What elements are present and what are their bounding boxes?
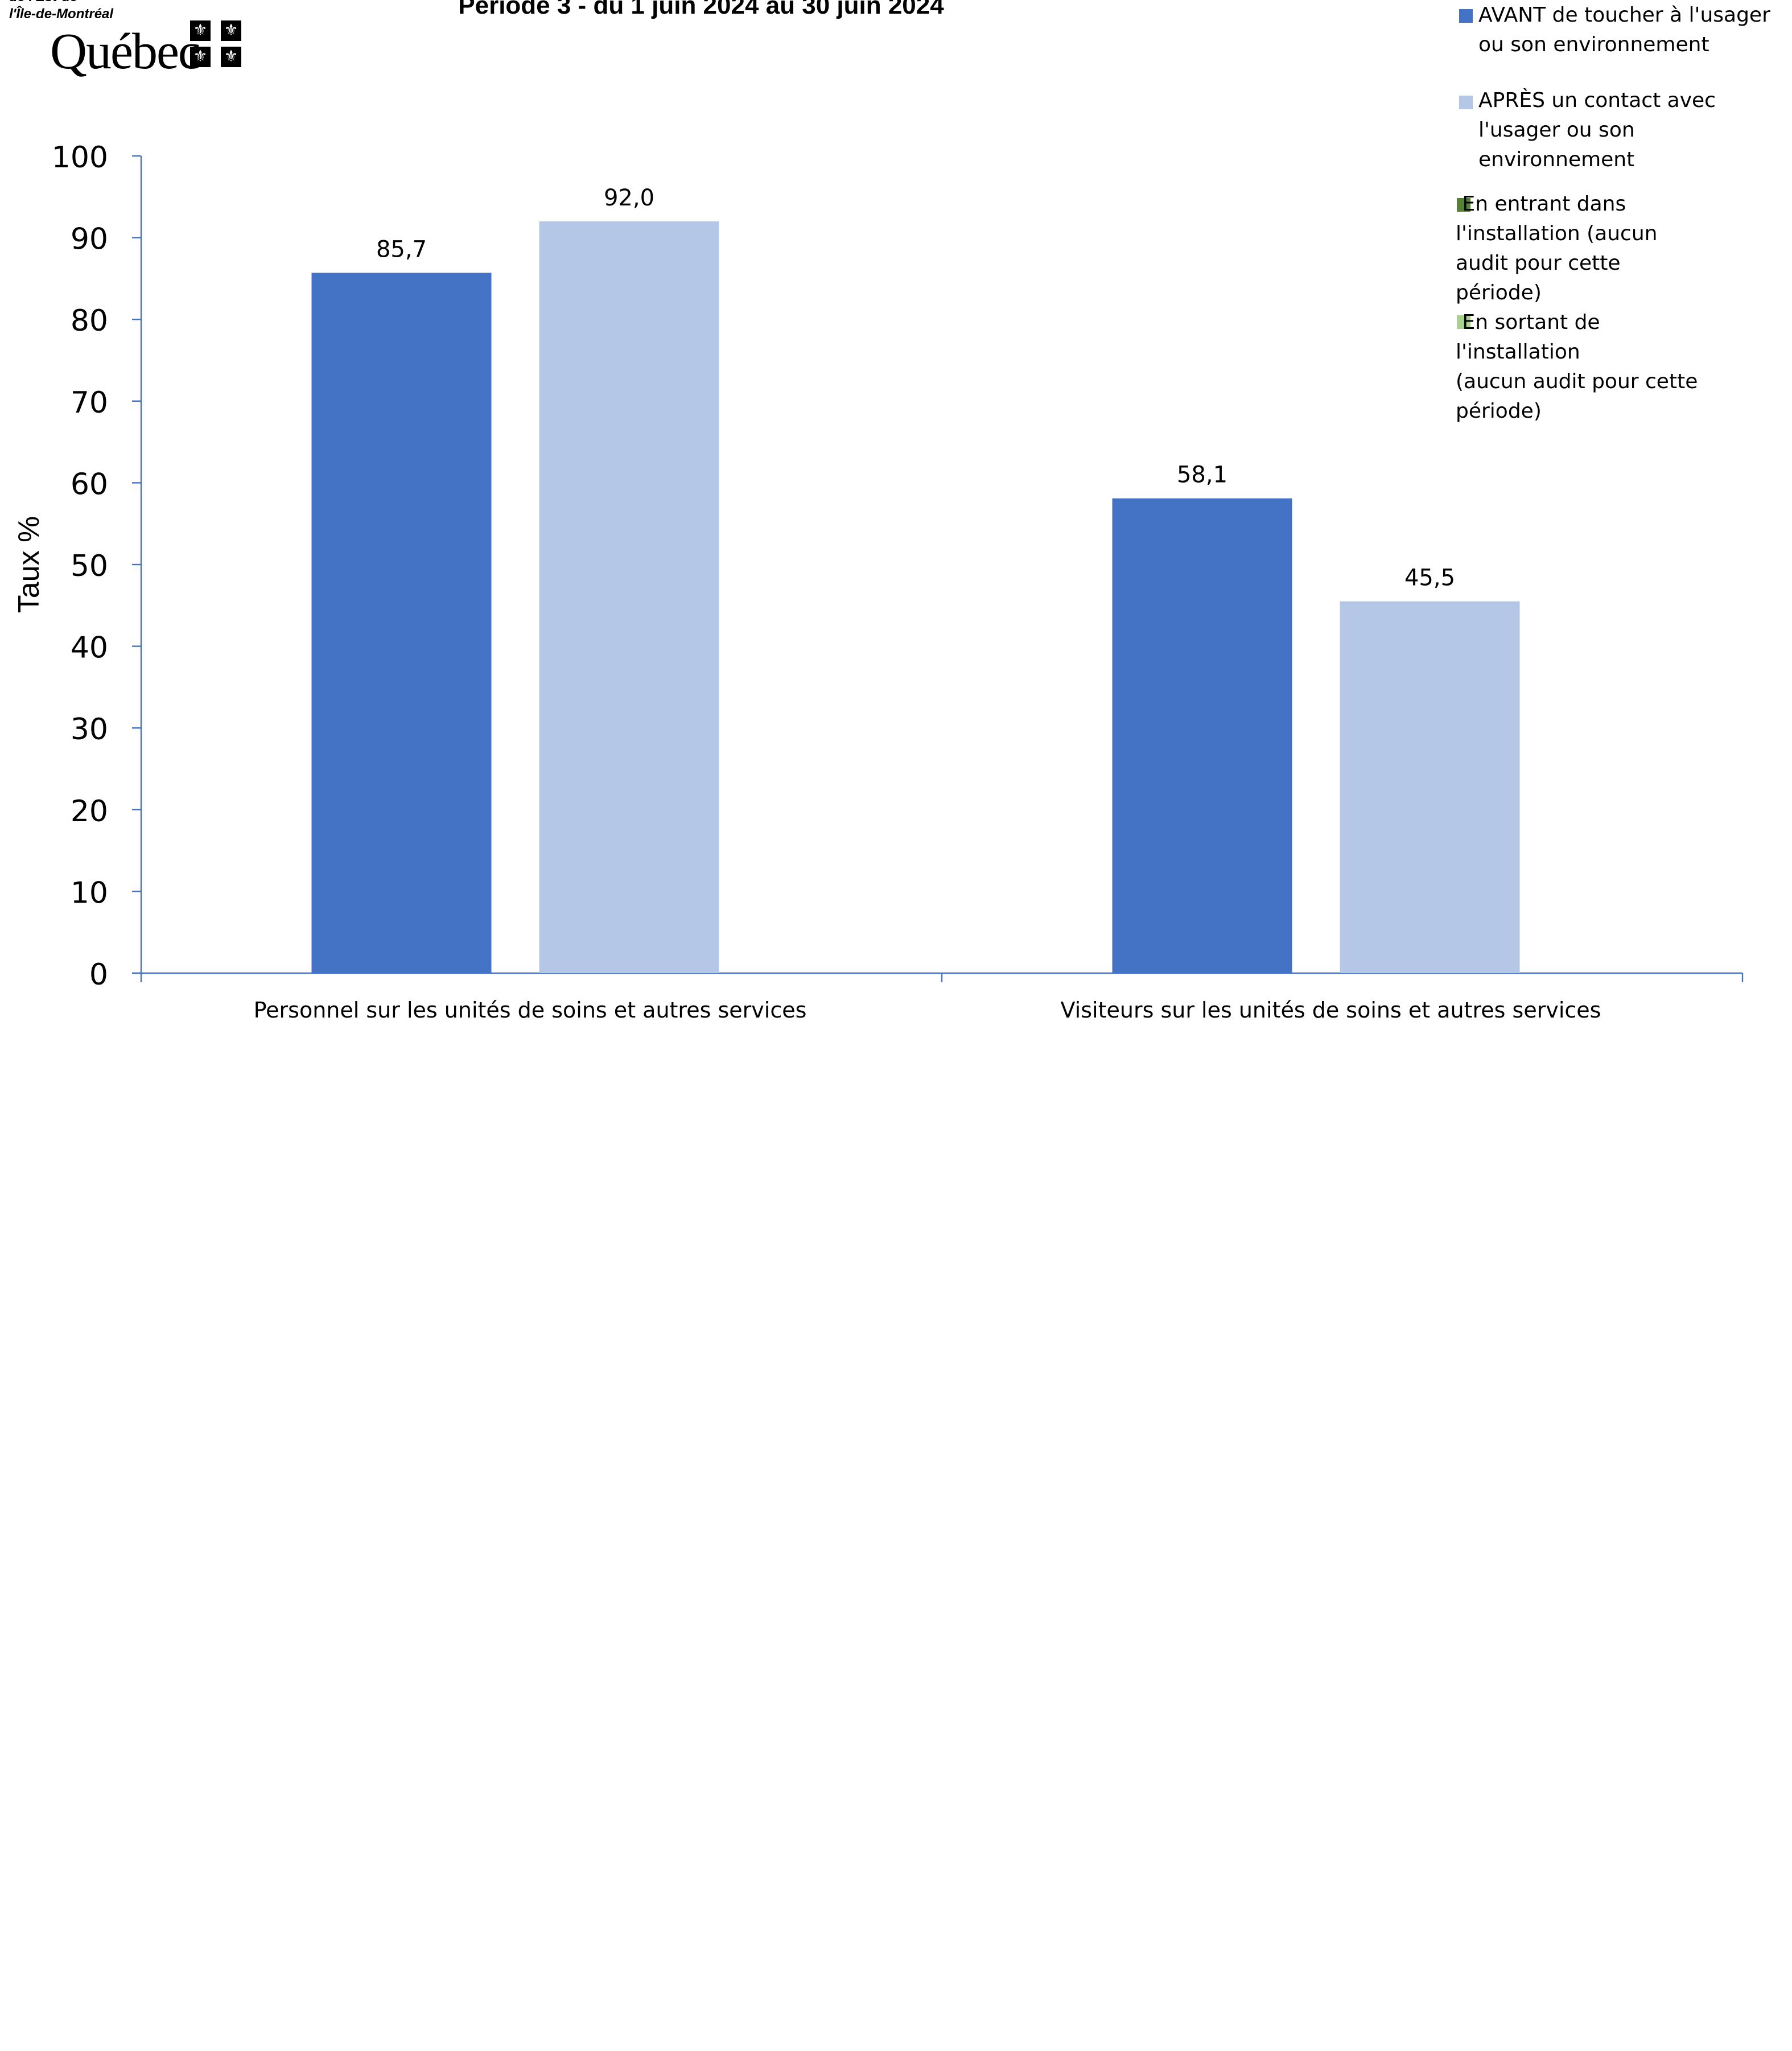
legend-swatch	[1457, 315, 1470, 329]
logo-wordmark: Québec	[50, 23, 201, 80]
data-label: 58,1	[1177, 462, 1227, 488]
y-tick-label: 70	[71, 386, 108, 420]
bar-apres	[539, 221, 719, 973]
legend-entry-line: l'installation	[1456, 340, 1580, 364]
y-tick-label: 60	[71, 467, 108, 501]
y-tick-label: 90	[71, 223, 108, 257]
legend-entry-line: période)	[1456, 400, 1542, 423]
legend-entry-line: APRÈS un contact avec	[1478, 89, 1716, 113]
y-tick-label: 20	[71, 794, 108, 829]
legend-entry-line: AVANT de toucher à l'usager	[1478, 3, 1770, 27]
logo-line-2: l'Île-de-Montréal	[9, 6, 114, 22]
bar-chart: 0 10 20 30 40 50 60 70 80 90 100 Taux % Personnel su…	[13, 141, 1744, 1023]
legend-swatch	[1457, 198, 1470, 212]
legend-entry-line: ou son environnement	[1478, 33, 1709, 57]
y-tick-label: 30	[71, 713, 108, 747]
fleur-de-lis-icon: ⚜	[190, 47, 211, 67]
legend-entry-line: En entrant dans	[1456, 192, 1626, 216]
legend-entry: APRÈS un contact avec l'usager ou son envi…	[1478, 87, 1716, 175]
fleur-de-lis-icon: ⚜	[190, 20, 211, 41]
legend-entry-line: environnement	[1478, 148, 1635, 172]
data-label: 45,5	[1404, 565, 1455, 591]
data-label: 92,0	[604, 185, 654, 211]
bar-avant	[311, 273, 492, 973]
legend-entry-line: l'usager ou son	[1478, 118, 1635, 142]
data-label: 85,7	[376, 236, 427, 262]
y-axis-title: Taux %	[13, 516, 46, 613]
legend-entry-line: audit pour cette	[1456, 252, 1621, 275]
legend-swatch	[1459, 9, 1473, 23]
legend-entry: En entrant dans l'installation (aucun audi…	[1456, 190, 1657, 308]
y-tick-label: 0	[89, 958, 108, 992]
legend-entry-line: (aucun audit pour cette	[1456, 370, 1698, 394]
y-tick-label: 50	[71, 549, 108, 583]
logo-line-1: de l'Est-de-	[9, 0, 82, 5]
y-tick-label: 40	[71, 631, 108, 665]
chart-title: Période 3 - du 1 juin 2024 au 30 juin 20…	[458, 0, 944, 19]
fleur-de-lis-icon: ⚜	[221, 20, 241, 41]
x-category-label: Visiteurs sur les unités de soins et aut…	[1061, 998, 1601, 1023]
legend-entry-line: l'installation (aucun	[1456, 222, 1658, 246]
y-tick-label: 100	[52, 141, 108, 175]
legend-entry: En sortant de l'installation (aucun audit …	[1456, 308, 1698, 427]
fleur-de-lis-icon: ⚜	[221, 47, 241, 67]
legend-entry-line: période)	[1456, 281, 1542, 305]
bar-avant	[1112, 498, 1292, 973]
bar-apres	[1340, 601, 1520, 973]
legend-swatch	[1459, 96, 1473, 109]
legend-entry: AVANT de toucher à l'usager ou son enviro…	[1478, 1, 1770, 60]
y-tick-label: 10	[71, 876, 108, 910]
legend-entry-line: En sortant de	[1456, 311, 1600, 335]
y-tick-label: 80	[71, 304, 108, 338]
x-category-label: Personnel sur les unités de soins et aut…	[254, 998, 807, 1023]
